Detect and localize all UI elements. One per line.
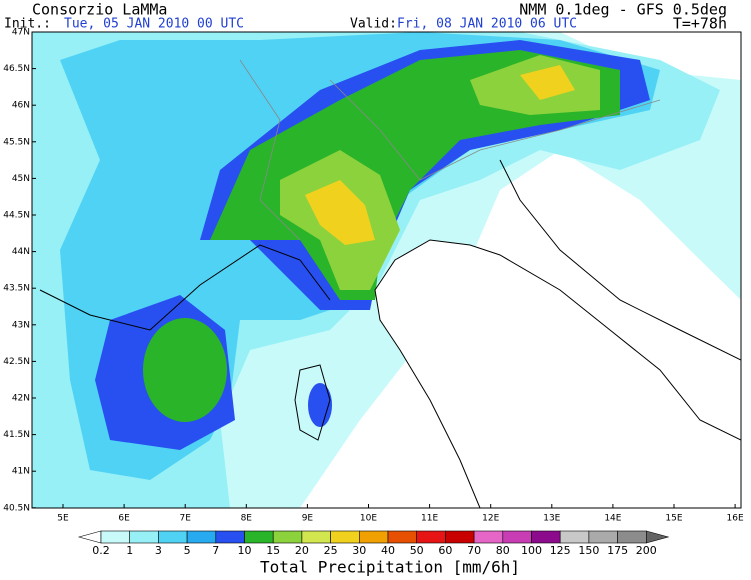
- init-time: Tue, 05 JAN 2010 00 UTC: [64, 17, 244, 32]
- colorbar-swatch: [531, 530, 561, 544]
- lon-label: 8E: [241, 514, 253, 524]
- colorbar-label: 5: [184, 544, 191, 557]
- colorbar-label: 50: [410, 544, 424, 557]
- colorbar-swatch: [502, 530, 532, 544]
- lon-label: 5E: [57, 514, 69, 524]
- borders: [239, 59, 661, 241]
- colorbar-label: 0.2: [92, 544, 110, 557]
- lon-label: 6E: [118, 514, 130, 524]
- colorbar-label: 10: [238, 544, 252, 557]
- lat-label: 45.5N: [3, 137, 30, 147]
- colorbar-swatch: [588, 530, 618, 544]
- colorbar-label: 175: [607, 544, 628, 557]
- lon-label: 10E: [360, 514, 377, 524]
- colorbar-label: 200: [636, 544, 657, 557]
- colorbar-label: 30: [352, 544, 366, 557]
- valid-label: Valid:: [350, 17, 397, 32]
- colorbar-label: 7: [212, 544, 219, 557]
- precip-field: [32, 32, 741, 508]
- adriatic-coast: [499, 159, 741, 361]
- colorbar-swatch: [100, 530, 131, 544]
- field-corsica: [308, 383, 332, 427]
- colorbar-label: 80: [496, 544, 510, 557]
- colorbar-label: 100: [521, 544, 542, 557]
- colorbar-swatch: [358, 530, 389, 544]
- field-6b: [520, 65, 575, 100]
- lon-label: 16E: [727, 514, 744, 524]
- colorbar-swatch: [559, 530, 590, 544]
- colorbar-swatch: [473, 530, 504, 544]
- lat-label: 41N: [12, 467, 30, 477]
- colorbar-swatch: [244, 530, 274, 544]
- colorbar-label: 25: [324, 544, 338, 557]
- lat-label: 42N: [12, 394, 30, 404]
- lat-label: 44N: [12, 247, 30, 257]
- colorbar: 0.2 1 3 5 7 10 15 20 25 30 40 50 60 70 80 100 125 150 175 2…: [77, 530, 670, 557]
- lat-label: 40.5N: [3, 503, 30, 513]
- lon-label: 15E: [665, 514, 682, 524]
- colorbar-swatch: [330, 530, 360, 544]
- colorbar-swatch: [617, 530, 647, 544]
- colorbar-label: 15: [266, 544, 280, 557]
- field-4b: [143, 318, 227, 422]
- field-6: [305, 180, 375, 245]
- axes: 47N 46.5N 46N 45.5N 45N 44.5N 44N 43.5N 43N 42.5N…: [3, 28, 744, 524]
- init-label: Init.:: [4, 17, 51, 32]
- lon-label: 11E: [421, 514, 438, 524]
- colorbar-label: 3: [155, 544, 162, 557]
- lat-label: 41.5N: [3, 430, 30, 440]
- lat-label: 43N: [12, 320, 30, 330]
- colorbar-swatch: [445, 530, 475, 544]
- corsica-coast: [294, 364, 331, 441]
- colorbar-arrow: [645, 530, 670, 544]
- lat-label: 46.5N: [3, 64, 30, 74]
- colorbar-label: 125: [550, 544, 571, 557]
- lat-label: 44.5N: [3, 211, 30, 221]
- colorbar-swatch: [129, 530, 159, 544]
- colorbar-label: 150: [578, 544, 599, 557]
- colorbar-label: 40: [381, 544, 395, 557]
- colorbar-swatch: [158, 530, 188, 544]
- lat-label: 47N: [12, 28, 30, 38]
- lon-label: 13E: [543, 514, 560, 524]
- italy-coast: [374, 239, 741, 508]
- lat-label: 43.5N: [3, 284, 30, 294]
- lat-label: 45N: [12, 174, 30, 184]
- lead-time: T=+78h: [673, 15, 727, 33]
- lat-label: 46N: [12, 101, 30, 111]
- colorbar-label: 60: [438, 544, 452, 557]
- map-frame: [31, 31, 742, 509]
- lon-label: 12E: [482, 514, 499, 524]
- colorbar-swatch: [186, 530, 217, 544]
- model-info: NMM 0.1deg - GFS 0.5deg: [519, 1, 727, 19]
- lon-label: 7E: [179, 514, 191, 524]
- lat-label: 42.5N: [3, 357, 30, 367]
- french-coast: [39, 244, 331, 331]
- colorbar-label: 1: [126, 544, 133, 557]
- colorbar-label: 70: [467, 544, 481, 557]
- colorbar-swatch: [387, 530, 418, 544]
- colorbar-swatch: [301, 530, 331, 544]
- colorbar-swatch: [215, 530, 245, 544]
- colorbar-swatch: [272, 530, 303, 544]
- title: Consorzio LaMMa: [32, 1, 167, 19]
- lon-label: 14E: [604, 514, 621, 524]
- colorbar-swatch: [416, 530, 446, 544]
- lon-label: 9E: [302, 514, 314, 524]
- colorbar-label: 20: [295, 544, 309, 557]
- colorbar-arrow: [77, 530, 102, 544]
- valid-time: Fri, 08 JAN 2010 06 UTC: [397, 17, 577, 32]
- colorbar-title: Total Precipitation [mm/6h]: [260, 558, 520, 577]
